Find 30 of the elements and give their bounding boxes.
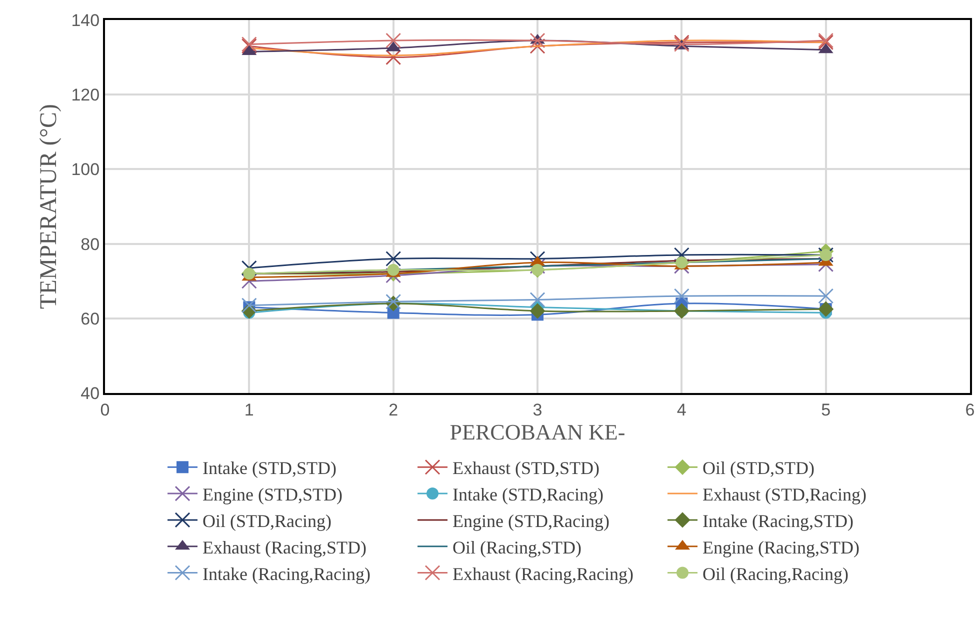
legend-label: Oil (STD,Racing)	[202, 510, 332, 531]
y-tick-label: 60	[80, 309, 100, 328]
y-tick-label: 100	[71, 160, 100, 180]
legend-label: Oil (STD,STD)	[702, 458, 815, 478]
y-tick-label: 140	[71, 10, 100, 30]
x-tick-label: 3	[532, 400, 542, 420]
y-tick-label: 40	[80, 384, 100, 403]
x-tick-label: 2	[388, 400, 398, 420]
legend-label: Intake (Racing,STD)	[702, 510, 854, 531]
legend-label: Exhaust (Racing,Racing)	[452, 564, 634, 584]
x-tick-label: 1	[244, 400, 254, 420]
legend-label: Oil (Racing,Racing)	[702, 564, 848, 584]
x-tick-label: 5	[821, 400, 831, 420]
legend-label: Intake (Racing,Racing)	[202, 564, 370, 584]
x-tick-label: 4	[676, 400, 686, 420]
legend-label: Exhaust (Racing,STD)	[202, 537, 366, 558]
y-axis-title: TEMPERATUR (°C)	[36, 104, 62, 309]
legend-label: Engine (Racing,STD)	[702, 537, 860, 558]
legend-label: Exhaust (STD,Racing)	[702, 484, 866, 505]
legend-label: Intake (STD,Racing)	[452, 484, 604, 505]
legend-label: Engine (STD,Racing)	[452, 510, 610, 531]
legend-label: Exhaust (STD,STD)	[452, 458, 600, 478]
x-tick-label: 0	[100, 400, 110, 420]
legend-label: Engine (STD,STD)	[202, 484, 342, 505]
x-tick-label: 6	[965, 400, 975, 420]
y-tick-label: 120	[71, 86, 100, 105]
legend-label: Intake (STD,STD)	[202, 458, 336, 478]
legend-label: Oil (Racing,STD)	[452, 537, 582, 558]
y-tick-label: 80	[80, 234, 100, 254]
x-axis-title: PERCOBAAN KE-	[450, 419, 626, 444]
